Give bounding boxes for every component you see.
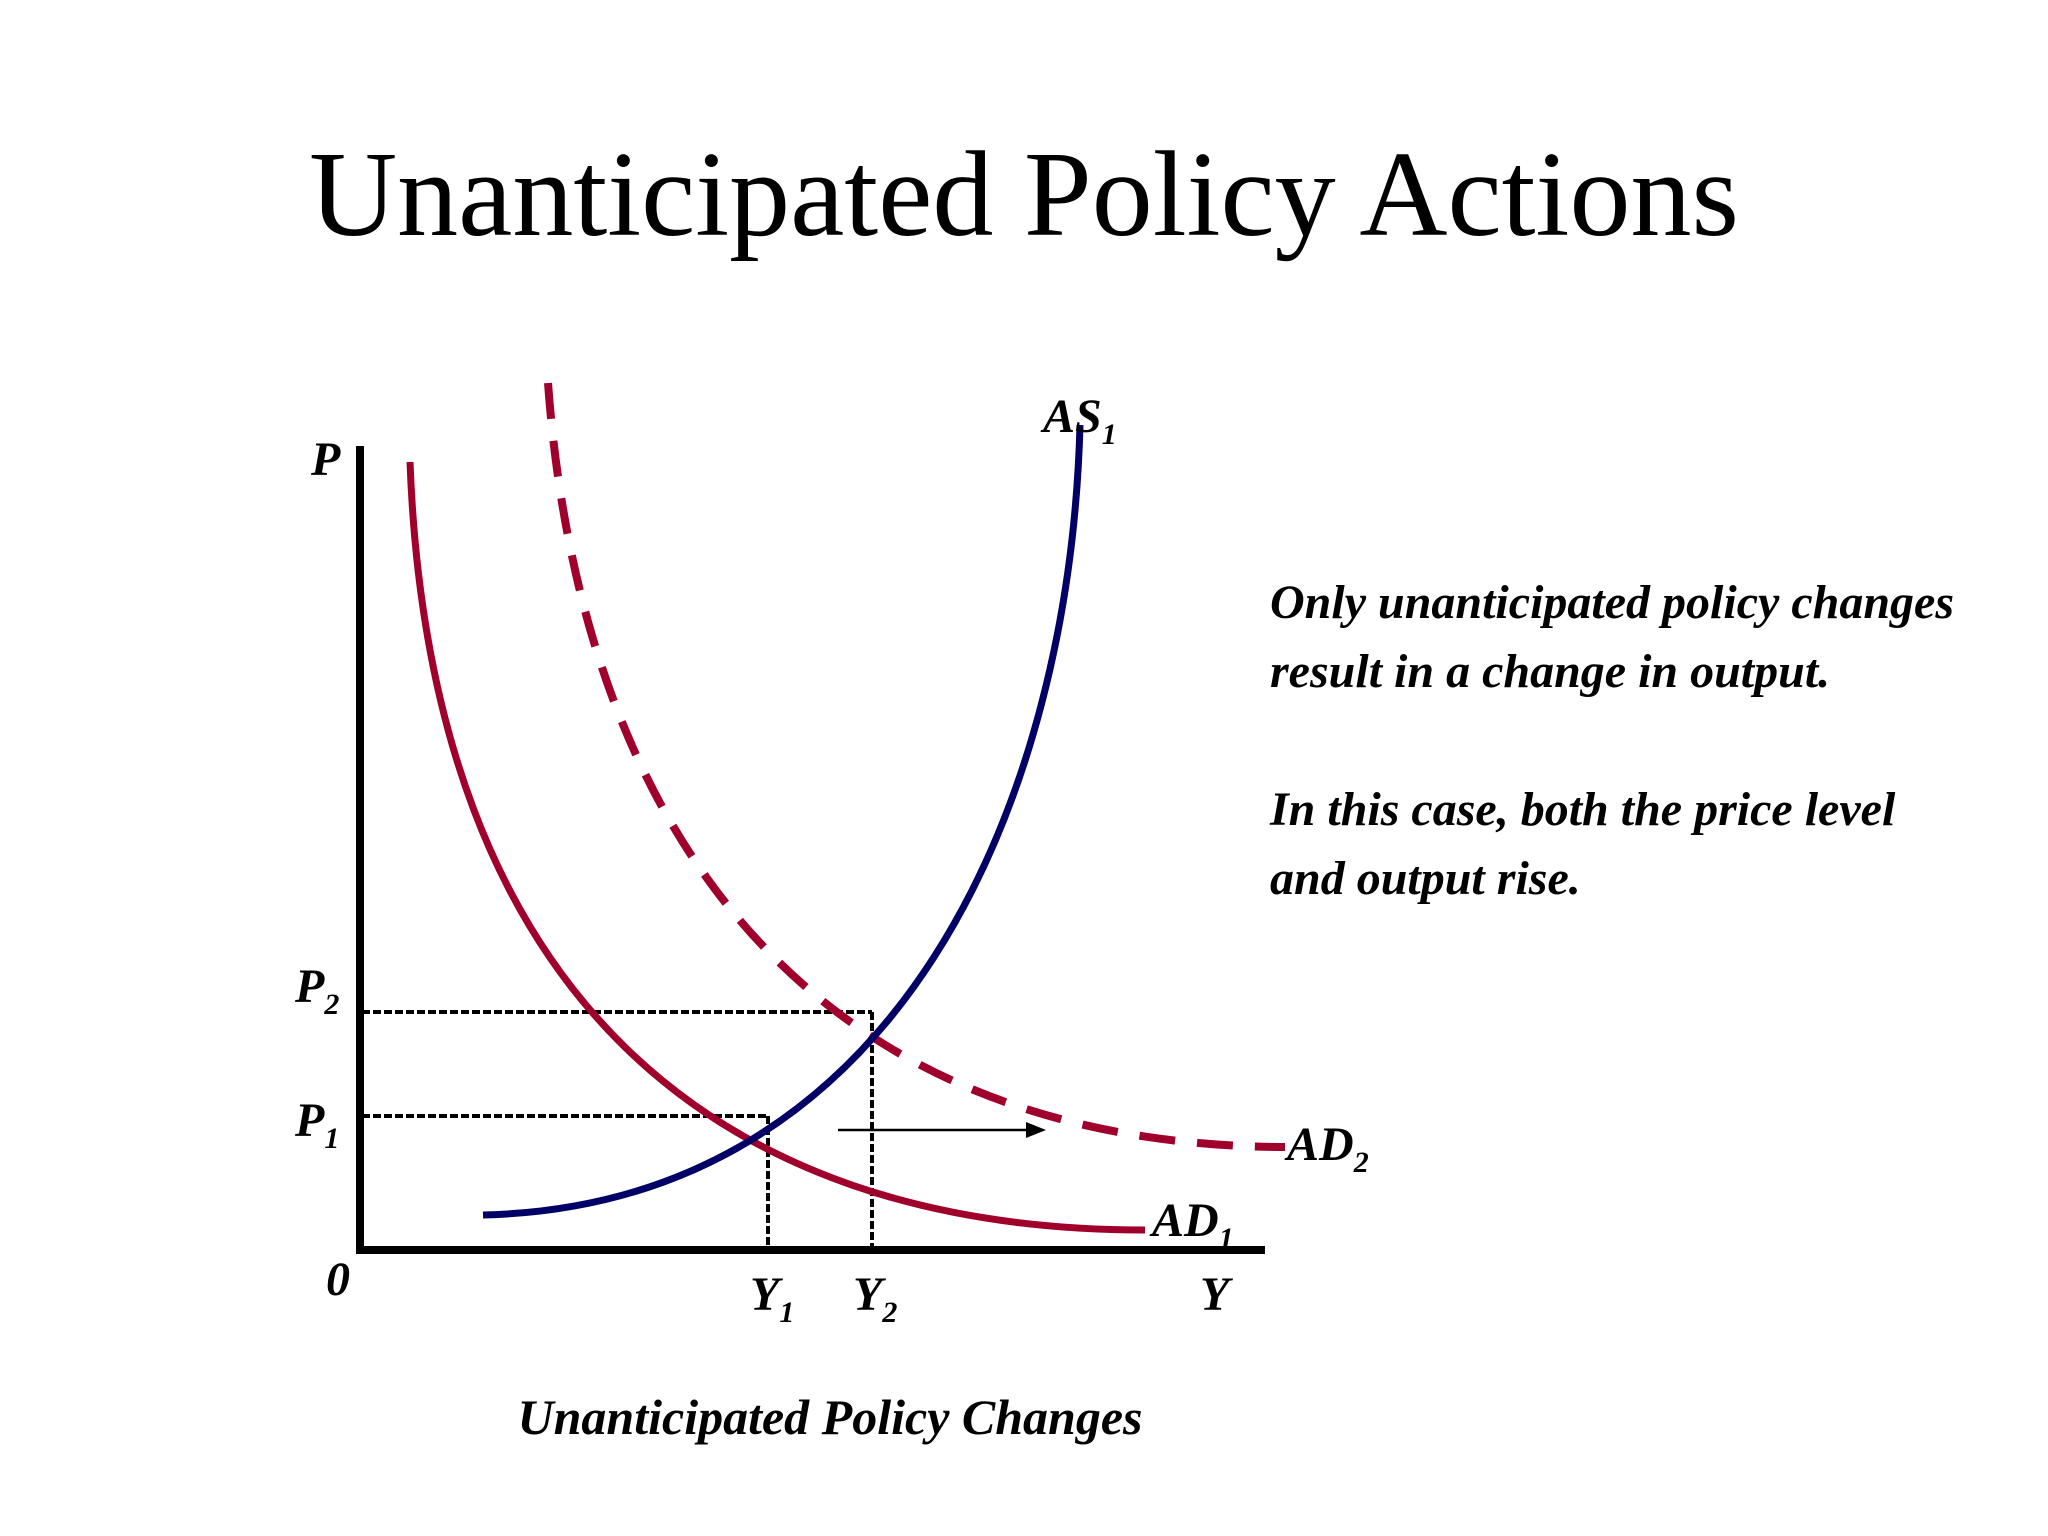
p1-letter: P	[294, 1094, 325, 1147]
p1-subscript: 1	[324, 1122, 339, 1155]
ad2-label: AD2	[1284, 1118, 1369, 1179]
ad1-curve	[406, 461, 1146, 1234]
shift-arrow-head	[1026, 1122, 1046, 1138]
y2-letter: Y	[853, 1268, 886, 1321]
y1-subscript: 1	[779, 1296, 794, 1329]
shift-arrow	[838, 1122, 1046, 1138]
p2-letter: P	[294, 960, 325, 1013]
origin-label: 0	[326, 1253, 350, 1306]
explanation-note-2: In this case, both the price level and o…	[1270, 783, 1896, 905]
y1-label: Y1	[750, 1268, 794, 1329]
as1-subscript: 1	[1102, 418, 1117, 451]
y1-letter: Y	[750, 1268, 783, 1321]
as1-label: AS1	[1040, 390, 1117, 451]
y2-subscript: 2	[881, 1296, 897, 1329]
axes	[356, 446, 1265, 1254]
y-axis-label: P	[310, 433, 341, 486]
as1-letter: AS	[1040, 390, 1102, 443]
ad1-subscript: 1	[1219, 1222, 1234, 1255]
y2-label: Y2	[853, 1268, 897, 1329]
guide-lines	[362, 1010, 874, 1250]
p2-label: P2	[294, 960, 339, 1021]
p1-label: P1	[294, 1094, 339, 1155]
explanation-note-1: Only unanticipated policy changes result…	[1270, 576, 1954, 698]
ad1-letter: AD	[1149, 1194, 1219, 1247]
ad2-letter: AD	[1284, 1118, 1354, 1171]
ad2-subscript: 2	[1353, 1146, 1369, 1179]
p2-subscript: 2	[323, 988, 339, 1021]
x-axis-label: Y	[1200, 1268, 1233, 1321]
slide-title: Unanticipated Policy Actions	[309, 127, 1739, 262]
ad2-curve	[544, 382, 1286, 1151]
as1-curve	[482, 424, 1084, 1219]
explanation-text: Only unanticipated policy changes result…	[1270, 568, 1970, 982]
diagram-caption: Unanticipated Policy Changes	[517, 1389, 1143, 1445]
ad1-label: AD1	[1149, 1194, 1234, 1255]
